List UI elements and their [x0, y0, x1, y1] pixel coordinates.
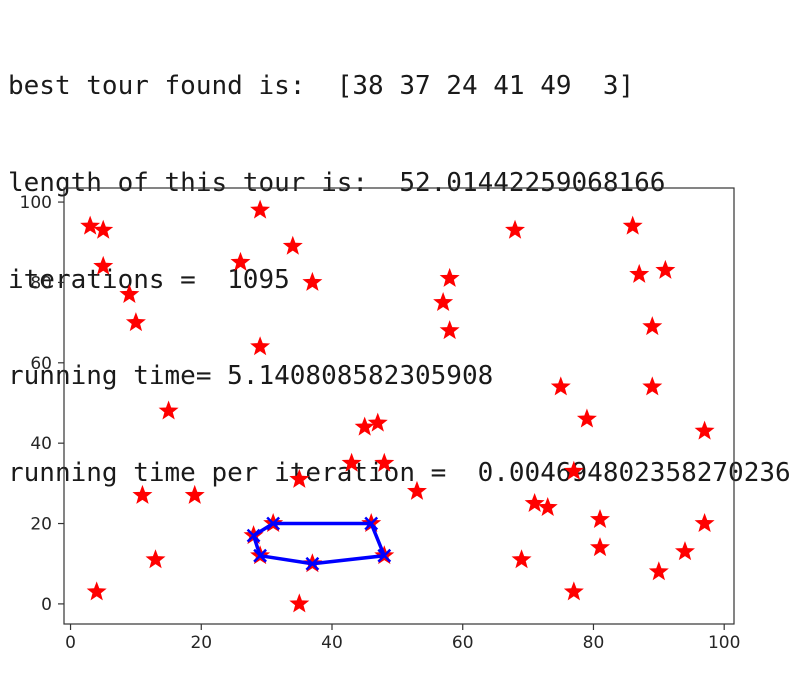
city-star-marker — [563, 460, 584, 480]
city-star-marker — [125, 312, 146, 332]
plot-marks — [80, 199, 715, 613]
city-star-marker — [642, 316, 663, 336]
city-star-marker — [354, 416, 375, 436]
city-star-marker — [184, 484, 205, 504]
city-star-marker — [119, 283, 140, 303]
city-star-marker — [158, 400, 179, 420]
city-star-marker — [439, 320, 460, 340]
city-star-marker — [590, 537, 610, 557]
best-tour-line: best tour found is: [38 37 24 41 49 3] — [8, 71, 635, 102]
city-star-marker — [230, 251, 251, 271]
city-star-marker — [250, 199, 271, 219]
x-tick-label: 100 — [708, 633, 740, 653]
tour-scatter-plot: 0 20 40 60 80 100 0 20 40 60 80 100 — [20, 187, 740, 653]
city-star-marker — [694, 420, 715, 440]
plot-frame — [63, 187, 735, 625]
city-star-marker — [250, 336, 271, 356]
tour-x-marker — [305, 556, 320, 571]
y-tick-label: 80 — [30, 273, 52, 293]
city-star-marker — [505, 219, 526, 239]
city-star-marker — [282, 235, 303, 255]
x-tick-label: 60 — [452, 633, 474, 653]
city-star-marker — [642, 376, 663, 396]
city-star-marker — [655, 259, 676, 279]
y-tick-label: 60 — [30, 354, 52, 374]
city-star-marker — [590, 509, 610, 529]
y-tick-label: 40 — [30, 434, 52, 454]
city-star-marker — [439, 267, 460, 287]
x-tick-label: 20 — [190, 633, 212, 653]
city-star-marker — [86, 581, 107, 601]
city-star-marker — [511, 549, 532, 569]
tour-x-marker — [266, 516, 281, 531]
city-star-marker — [674, 541, 695, 561]
city-star-marker — [550, 376, 571, 396]
city-star-marker — [576, 408, 597, 428]
city-star-marker — [694, 513, 715, 533]
city-star-marker — [648, 561, 669, 581]
city-star-marker — [406, 480, 427, 500]
city-star-marker — [289, 593, 310, 613]
tour-x-marker — [246, 528, 261, 543]
tour-x-marker — [364, 516, 379, 531]
city-star-marker — [93, 255, 114, 275]
x-axis: 0 20 40 60 80 100 — [65, 624, 740, 653]
y-axis: 0 20 40 60 80 100 — [20, 193, 64, 615]
tour-length-line: length of this tour is: 52.0144225906816… — [8, 168, 666, 199]
city-star-marker — [374, 452, 395, 472]
city-star-marker — [563, 581, 584, 601]
city-star-marker — [145, 549, 166, 569]
city-star-marker — [433, 292, 454, 312]
y-tick-label: 100 — [20, 193, 52, 213]
y-tick-label: 20 — [30, 515, 52, 535]
x-tick-label: 0 — [65, 633, 76, 653]
city-star-marker — [302, 271, 323, 291]
x-tick-label: 40 — [321, 633, 343, 653]
y-tick-label: 0 — [41, 595, 52, 615]
city-star-marker — [289, 468, 310, 488]
city-star-marker — [629, 263, 650, 283]
iterations-line: iterations = 1095 — [8, 264, 290, 295]
tour-x-marker — [253, 548, 267, 563]
city-star-marker — [537, 496, 558, 516]
x-tick-label: 80 — [583, 633, 605, 653]
city-star-marker — [524, 492, 545, 512]
tour-x-marker — [377, 548, 392, 563]
city-star-marker — [341, 452, 362, 472]
city-star-marker — [367, 412, 388, 432]
city-star-marker — [132, 484, 153, 504]
city-star-marker — [93, 219, 114, 239]
running-time-line: running time= 5.140808582305908 — [8, 361, 494, 392]
tour-path-line — [251, 521, 387, 566]
city-star-marker — [80, 215, 101, 235]
city-star-marker — [622, 215, 643, 235]
